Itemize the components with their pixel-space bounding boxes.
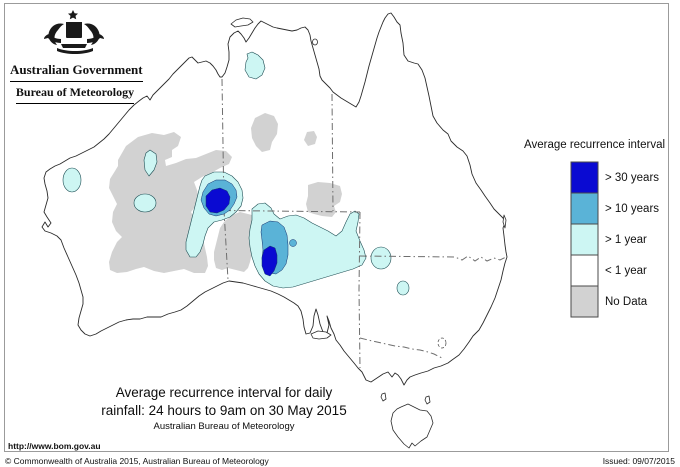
legend-swatch-gt10 [570, 192, 599, 225]
border-sa-east [358, 211, 361, 369]
legend-label-gt1: > 1 year [605, 234, 647, 246]
fraser-island [502, 214, 507, 229]
legend-swatches [570, 161, 599, 318]
gt30-year-regions [205, 187, 278, 277]
gt30-sa-core [261, 245, 278, 277]
border-nt-sa [223, 210, 361, 213]
no-data-southern-nt [251, 113, 278, 152]
king-island [380, 392, 387, 402]
issued-date: Issued: 09/07/2015 [602, 456, 675, 466]
gt1-nsw-oval [396, 280, 410, 296]
gt1-wa-patch [133, 193, 157, 213]
legend-swatch-gt1 [570, 223, 599, 256]
legend-title: Average recurrence interval [524, 139, 666, 151]
flinders-island [424, 395, 431, 405]
gt10-sa-dot [289, 239, 297, 247]
no-data-small-dot [304, 131, 317, 146]
copyright-text: © Commonwealth of Australia 2015, Austra… [5, 456, 269, 466]
no-data-nt-sa-border [306, 182, 342, 217]
map-frame [4, 3, 669, 452]
gt1-pilbara-blob [62, 167, 82, 193]
government-name: Australian Government [10, 62, 143, 82]
gt1-wa-sliver [143, 149, 158, 177]
border-nt-qld [331, 93, 334, 212]
map-caption: Average recurrence interval for daily ra… [64, 384, 384, 433]
kangaroo-island [310, 330, 332, 340]
government-logo: Australian Government Bureau of Meteorol… [10, 8, 143, 104]
gt1-top-end-blob [244, 51, 266, 80]
legend-swatch-lt1 [570, 254, 599, 287]
legend-label-lt1: < 1 year [605, 265, 647, 277]
bom-url: http://www.bom.gov.au [8, 441, 101, 451]
border-nsw-vic [359, 337, 445, 360]
legend-swatch-nodata [570, 285, 599, 318]
border-act [437, 337, 447, 349]
caption-line-3: Australian Bureau of Meteorology [153, 421, 295, 432]
tasmania [390, 403, 434, 449]
gt1-qld-nsw-border-oval [370, 246, 392, 270]
legend-label-gt30: > 30 years [605, 172, 660, 184]
groote-eylandt [312, 38, 318, 46]
bureau-name: Bureau of Meteorology [15, 85, 135, 104]
legend-label-gt10: > 10 years [605, 203, 660, 215]
legend-label-nodata: No Data [605, 296, 648, 308]
legend-swatch-gt30 [570, 161, 599, 194]
caption-line-1: Average recurrence interval for daily [115, 385, 333, 400]
melville-island [230, 17, 254, 28]
border-qld-nsw [359, 255, 507, 262]
gt30-corner-core [205, 187, 231, 214]
australia-coastline [41, 12, 508, 386]
caption-line-2: rainfall: 24 hours to 9am on 30 May 2015 [101, 403, 347, 418]
coat-of-arms-icon [44, 10, 104, 54]
